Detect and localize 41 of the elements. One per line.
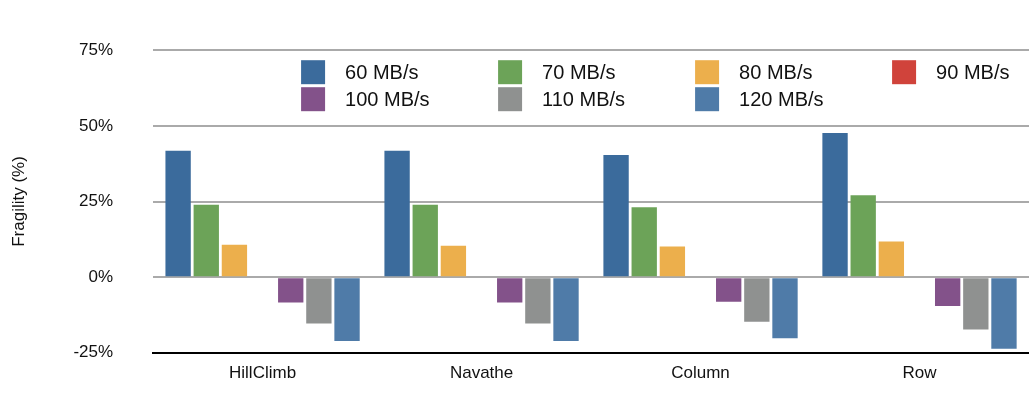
bar <box>935 278 961 306</box>
bar <box>278 278 304 303</box>
legend-label: 100 MB/s <box>345 87 430 110</box>
bar <box>440 245 467 277</box>
x-tick-label: Row <box>902 362 938 382</box>
bar <box>878 241 905 277</box>
bar <box>744 278 770 322</box>
legend-label: 90 MB/s <box>936 60 1010 83</box>
y-tick-label: 0% <box>88 266 114 286</box>
bar <box>384 150 410 277</box>
legend-label: 120 MB/s <box>739 87 824 110</box>
x-tick-label: Navathe <box>449 362 514 382</box>
y-tick-label: -25% <box>73 342 114 362</box>
bar <box>334 278 360 341</box>
bar <box>772 278 798 339</box>
bar <box>659 246 686 277</box>
bar <box>165 150 191 277</box>
bar <box>412 204 438 277</box>
bar <box>603 154 629 277</box>
y-tick-label: 75% <box>79 39 114 59</box>
bar <box>306 278 332 324</box>
bar <box>193 204 219 277</box>
bar <box>553 278 579 341</box>
bar <box>497 278 523 303</box>
x-tick-label: HillClimb <box>229 362 297 382</box>
legend-label: 60 MB/s <box>345 60 419 83</box>
bar <box>716 278 742 302</box>
bar <box>991 278 1017 349</box>
legend-label: 80 MB/s <box>739 60 813 83</box>
y-axis-title: Fragility (%) <box>8 156 28 247</box>
y-tick-label: 25% <box>79 191 114 211</box>
x-tick-label: Column <box>671 362 730 382</box>
bar <box>525 278 551 324</box>
bar <box>631 207 657 277</box>
legend-label: 70 MB/s <box>542 60 616 83</box>
bar <box>850 195 876 277</box>
legend-label: 110 MB/s <box>542 87 626 110</box>
y-tick-label: 50% <box>79 115 114 135</box>
bar <box>963 278 989 330</box>
bar <box>822 133 848 277</box>
bar <box>221 244 248 277</box>
